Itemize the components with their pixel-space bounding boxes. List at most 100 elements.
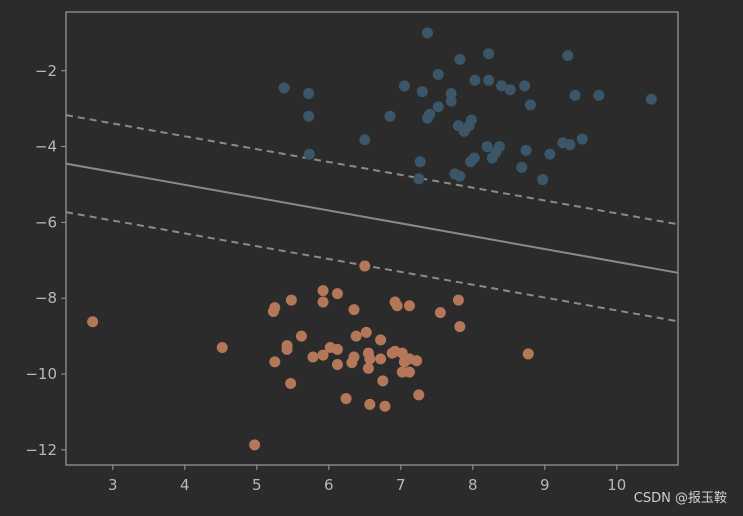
- data-point-series-1: [340, 393, 352, 405]
- data-point-series-1: [285, 377, 297, 389]
- data-point-series-0: [414, 156, 426, 168]
- data-point-series-0: [481, 141, 493, 153]
- data-point-series-0: [504, 84, 516, 96]
- data-point-series-1: [375, 334, 387, 346]
- data-point-series-1: [364, 353, 376, 365]
- x-tick-label: 9: [540, 476, 550, 494]
- data-point-series-0: [445, 95, 457, 107]
- data-point-series-1: [216, 341, 228, 353]
- data-point-series-0: [569, 89, 581, 101]
- data-point-series-0: [576, 133, 588, 145]
- data-point-series-0: [416, 86, 428, 98]
- y-tick-label: −12: [25, 441, 57, 459]
- y-tick-label: −4: [35, 138, 57, 156]
- data-point-series-1: [348, 304, 360, 316]
- plot-area: [65, 11, 679, 466]
- data-point-series-1: [307, 351, 319, 363]
- data-point-series-1: [454, 321, 466, 333]
- x-tick-label: 4: [180, 476, 190, 494]
- data-point-series-0: [421, 112, 433, 124]
- data-point-series-0: [520, 144, 532, 156]
- data-point-series-1: [350, 330, 362, 342]
- data-point-series-1: [269, 356, 281, 368]
- data-point-series-0: [432, 101, 444, 113]
- data-point-series-1: [317, 296, 329, 308]
- data-point-series-0: [469, 74, 481, 86]
- data-point-series-1: [267, 305, 279, 317]
- data-point-series-0: [384, 110, 396, 122]
- data-point-series-1: [346, 357, 358, 369]
- data-point-series-1: [317, 349, 329, 361]
- margin-line-2: [65, 211, 679, 323]
- data-point-series-1: [249, 439, 261, 451]
- data-point-series-1: [331, 288, 343, 300]
- data-point-series-0: [413, 173, 425, 185]
- x-tick-label: 8: [468, 476, 478, 494]
- data-point-series-0: [537, 174, 549, 186]
- data-point-series-1: [413, 389, 425, 401]
- data-point-series-0: [496, 80, 508, 92]
- data-point-series-0: [303, 148, 315, 160]
- x-tick-label: 6: [324, 476, 334, 494]
- x-tick-label: 10: [607, 476, 626, 494]
- data-point-series-1: [452, 294, 464, 306]
- axis-ticks: 3 4 5 6 7 8 9 10 −2 −4 −6 −8 −10 −12: [25, 62, 626, 494]
- data-point-series-0: [564, 139, 576, 151]
- data-point-series-0: [359, 134, 371, 146]
- data-point-series-0: [519, 80, 531, 92]
- data-point-series-0: [465, 156, 477, 168]
- watermark: CSDN @报玉鞍: [633, 491, 727, 506]
- data-point-series-1: [359, 260, 371, 272]
- data-point-series-1: [331, 359, 343, 371]
- data-point-series-1: [403, 366, 415, 378]
- y-tick-label: −10: [25, 365, 57, 383]
- data-point-series-1: [379, 400, 391, 412]
- data-point-series-0: [645, 93, 657, 105]
- data-point-series-1: [285, 294, 297, 306]
- y-tick-label: −2: [35, 62, 57, 80]
- data-point-series-1: [317, 285, 329, 297]
- data-point-series-1: [375, 353, 387, 365]
- x-tick-label: 3: [108, 476, 118, 494]
- data-point-series-1: [398, 356, 410, 368]
- data-point-series-1: [281, 343, 293, 355]
- data-point-series-0: [486, 152, 498, 164]
- data-point-series-1: [403, 300, 415, 312]
- data-point-series-0: [458, 125, 470, 137]
- data-point-series-1: [362, 362, 374, 374]
- decision-boundary-line: [65, 162, 679, 274]
- data-point-series-1: [411, 355, 423, 367]
- data-point-series-0: [454, 53, 466, 65]
- data-point-series-0: [398, 80, 410, 92]
- data-point-series-1: [377, 375, 389, 387]
- data-point-series-1: [295, 330, 307, 342]
- data-point-series-0: [421, 27, 433, 39]
- data-point-series-0: [445, 88, 457, 100]
- data-point-series-0: [593, 89, 605, 101]
- data-point-series-0: [483, 74, 495, 86]
- data-point-series-0: [432, 69, 444, 81]
- data-point-series-1: [522, 348, 534, 360]
- data-point-series-0: [303, 88, 315, 100]
- data-point-series-1: [434, 307, 446, 319]
- data-point-series-0: [303, 110, 315, 122]
- y-tick-label: −6: [35, 213, 57, 231]
- margin-line-1: [65, 114, 679, 226]
- data-point-series-0: [454, 170, 466, 182]
- x-tick-label: 5: [252, 476, 262, 494]
- data-point-series-1: [360, 326, 372, 338]
- data-point-series-0: [516, 161, 528, 173]
- decision-lines: [65, 114, 679, 323]
- data-point-series-1: [364, 398, 376, 410]
- data-point-series-0: [483, 48, 495, 60]
- data-point-series-1: [87, 316, 99, 328]
- data-points: [87, 27, 657, 451]
- y-tick-label: −8: [35, 289, 57, 307]
- data-point-series-1: [391, 300, 403, 312]
- data-point-series-1: [331, 343, 343, 355]
- data-point-series-0: [524, 99, 536, 111]
- x-tick-label: 7: [396, 476, 406, 494]
- data-point-series-0: [562, 50, 574, 62]
- data-point-series-0: [278, 82, 290, 94]
